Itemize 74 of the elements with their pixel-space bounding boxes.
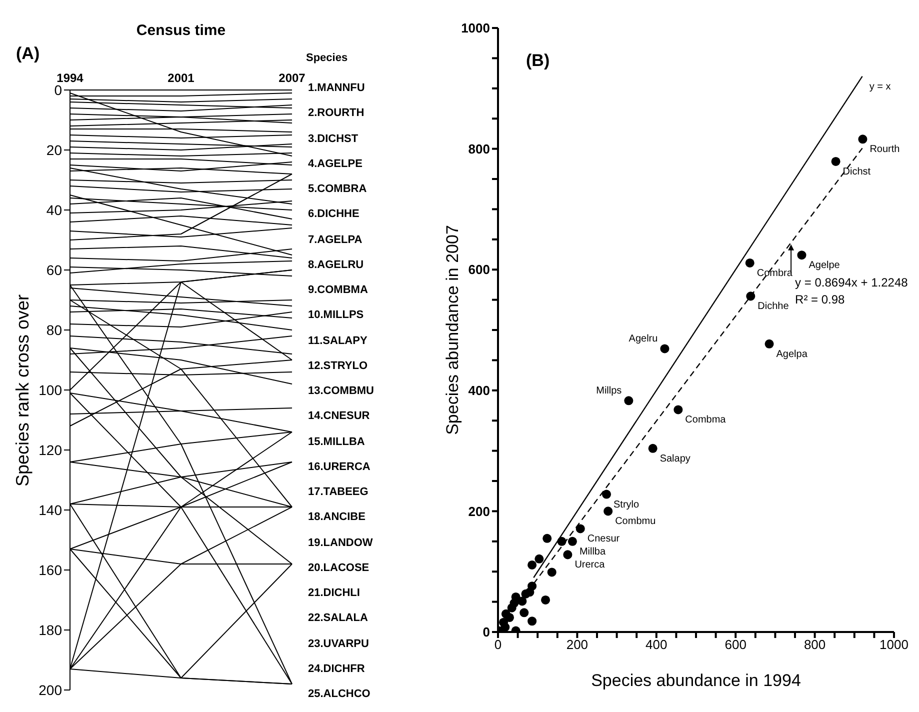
annotation: Strylo [614,499,640,510]
x-tick-label: 0 [494,637,502,652]
annotation: Millps [596,386,622,397]
text: 14.CNESUR [308,410,370,422]
y-tick-label: 1000 [461,20,490,36]
text: 10.MILLPS [308,309,364,322]
text: 5.COMBRA [308,183,367,195]
annotation: Combmu [615,516,656,528]
y-tick-label: 40 [46,202,62,218]
annotation: Salapy [660,453,690,464]
text: 15.MILLBA [308,436,365,448]
text: 24.DICHFR [308,662,365,675]
y-tick-label: 20 [46,142,62,158]
x-tick-label: 1000 [880,637,908,652]
y-tick-label: 60 [46,262,62,278]
x-axis-title: Species abundance in 1994 [591,671,801,690]
x-axis-title: Census time [135,22,227,39]
text: 9.COMBMA [308,284,368,296]
annotation: Agelru [628,334,658,345]
text: 17.TABEEG [308,486,368,498]
annotation: Rourth [870,144,900,156]
text: 4.AGELPE [308,158,362,170]
text: 23.UVARPU [308,638,369,650]
annotation: Combra [756,268,793,279]
y-tick-label: 800 [468,141,490,156]
y-tick-label: 120 [38,442,62,458]
text: Species [306,52,348,64]
y-tick-label: 200 [38,682,62,698]
annotation: R² = 0.98 [795,292,846,306]
y-tick-label: 140 [38,502,62,518]
text: 18.ANCIBE [308,511,366,524]
x-tick-label: 800 [804,637,826,652]
y-tick-label: 400 [468,383,490,398]
y-axis-title: Species rank cross over [12,294,34,486]
text: 25.ALCHCO [308,688,370,700]
y-tick-label: 160 [38,562,62,578]
text: 13.COMBMU [308,385,374,397]
text: 19.LANDOW [308,536,373,548]
y-axis-title: Species abundance in 2007 [443,225,462,435]
x-tick-label: 2007 [278,71,306,85]
text: 8.AGELRU [308,258,364,271]
text: 1.MANNFU [308,82,365,94]
annotation: Dichst [842,166,871,178]
text: 22.SALALA [308,612,368,624]
text: 11.SALAPY [308,334,368,346]
text: 20.LACOSE [308,562,370,574]
y-tick-label: 180 [38,622,62,638]
y-tick-label: 200 [468,504,490,519]
annotation: Millba [579,546,606,558]
text: 2.ROURTH [308,107,364,120]
annotation: y = x [869,81,891,92]
text: (B) [526,51,550,70]
y-tick-label: 100 [38,382,62,398]
annotation: y = 0.8694x + 1.2248 [795,275,908,290]
annotation: Combma [685,414,726,426]
text: 7.AGELPA [308,234,362,246]
text: 16.URERCA [308,460,370,473]
y-tick-label: 600 [468,262,490,278]
y-tick-label: 0 [482,624,490,640]
annotation: Dichhe [758,301,790,312]
text: 12.STRYLO [308,360,368,372]
x-tick-label: 2001 [168,71,195,85]
x-tick-label: 200 [566,637,588,652]
text: 6.DICHHE [308,208,360,220]
annotation: Cnesur [587,534,620,545]
annotation: Agelpe [808,260,840,272]
x-tick-label: 600 [724,637,746,652]
text: 21.DICHLI [308,587,360,599]
annotation: Agelpa [776,348,808,360]
y-tick-label: 80 [46,322,62,338]
text: 3.DICHST [308,132,358,144]
annotation: Urerca [574,560,606,571]
x-tick-label: 400 [646,637,668,652]
chart-title: (A) [16,44,40,64]
